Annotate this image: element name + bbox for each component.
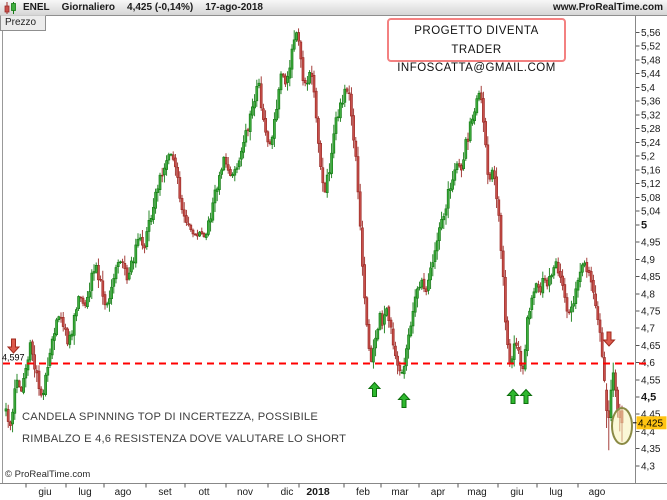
price-tick-label: 4,7 [641,324,655,335]
price-tick-label: 5,36 [641,97,661,108]
price-tick-label: 5,16 [641,165,661,176]
price-change-label: 4,425 (-0,14%) [127,2,194,13]
time-tick-label: lug [78,487,91,498]
candlestick-icon [4,1,17,14]
up-candle-wicks [5,30,614,433]
time-tick-label: ago [589,487,606,498]
price-tick-label: 5,12 [641,179,661,190]
price-tick-label: 5,32 [641,110,661,121]
price-axis[interactable]: 5,56 5,52 5,48 5,44 5,4 5,36 5,32 5,28 5,24 5,2 5,… [636,28,661,472]
up-candle-bodies [4,32,615,425]
time-tick-label: mag [467,487,486,498]
header-bar: ENEL Giornaliero 4,425 (-0,14%) 17-ago-2… [0,0,667,16]
date-label: 17-ago-2018 [205,2,263,13]
timeframe-label: Giornaliero [61,2,116,13]
down-candle-bodies [6,32,624,427]
time-tick-label: set [158,487,172,498]
time-tick-label: giu [38,487,51,498]
site-label: www.ProRealTime.com [552,2,663,13]
price-tick-label: 5,56 [641,28,661,39]
price-tick-label: 4,5 [641,392,656,404]
price-tick-label: 5,24 [641,138,661,149]
time-tick-label: dic [281,487,294,498]
time-axis[interactable]: giu lug ago set ott nov dic 2018 feb mar apr mag giu… [25,483,606,499]
highlight-ellipse[interactable] [611,407,633,445]
time-tick-label: lug [549,487,562,498]
price-tick-label: 4,9 [641,255,655,266]
up-arrow-marker[interactable] [506,388,520,404]
copyright-watermark: © ProRealTime.com [5,469,91,480]
price-tick-label: 5,28 [641,124,661,135]
price-tick-label: 4,8 [641,289,655,300]
time-tick-label: ott [198,487,209,498]
support-line[interactable]: 4,597 [2,353,646,365]
tab-prezzo[interactable]: Prezzo [0,15,46,31]
up-arrow-marker[interactable] [519,388,533,404]
down-arrow-marker[interactable] [602,331,616,347]
time-tick-label: 2018 [306,486,330,498]
price-tick-label: 4,6 [641,358,655,369]
promo-line-1: PROGETTO DIVENTA TRADER [414,25,539,56]
price-tick-label: 4,75 [641,307,661,318]
price-tick-label: 5,04 [641,207,661,218]
axes [0,15,667,484]
analysis-note[interactable]: CANDELA SPINNING TOP DI INCERTEZZA, POSS… [22,406,346,450]
price-tick-label: 5,08 [641,193,661,204]
last-price-tag: 4,425 [633,416,667,430]
price-tick-label: 5,52 [641,42,661,53]
price-tick-label: 4,35 [641,444,661,455]
price-tick-label: 4,65 [641,341,661,352]
time-tick-label: ago [115,487,132,498]
up-arrow-marker[interactable] [367,381,382,397]
price-tick-label: 4,45 [641,410,661,421]
time-tick-label: giu [510,487,523,498]
last-price-bg [636,416,667,430]
time-tick-label: mar [391,487,409,498]
time-tick-label: feb [356,487,370,498]
price-tick-label: 4,85 [641,272,661,283]
last-price-label: 4,425 [638,419,663,430]
price-tick-label: 5,2 [641,152,655,163]
price-tick-label: 4,4 [641,427,655,438]
promo-box[interactable]: PROGETTO DIVENTA TRADER INFOSCATTA@GMAIL… [387,18,566,74]
price-tick-label: 4,95 [641,238,661,249]
candles[interactable] [4,28,624,451]
symbol-label: ENEL [23,2,50,13]
price-tick-label: 4,55 [641,375,661,386]
price-tick-label: 5 [641,220,647,232]
price-tick-label: 4,3 [641,461,655,472]
price-tick-label: 5,48 [641,55,661,66]
down-arrow-marker[interactable] [6,338,21,354]
up-arrow-marker[interactable] [397,392,411,408]
time-tick-label: nov [237,487,253,498]
note-line-1: CANDELA SPINNING TOP DI INCERTEZZA, POSS… [22,411,319,423]
time-tick-label: apr [431,487,446,498]
price-tick-label: 5,4 [641,83,655,94]
promo-line-2: INFOSCATTA@GMAIL.COM [397,62,556,74]
price-tick-label: 5,44 [641,69,661,80]
note-line-2: RIMBALZO E 4,6 RESISTENZA DOVE VALUTARE … [22,433,347,445]
support-line-price-label: 4,597 [2,353,25,363]
